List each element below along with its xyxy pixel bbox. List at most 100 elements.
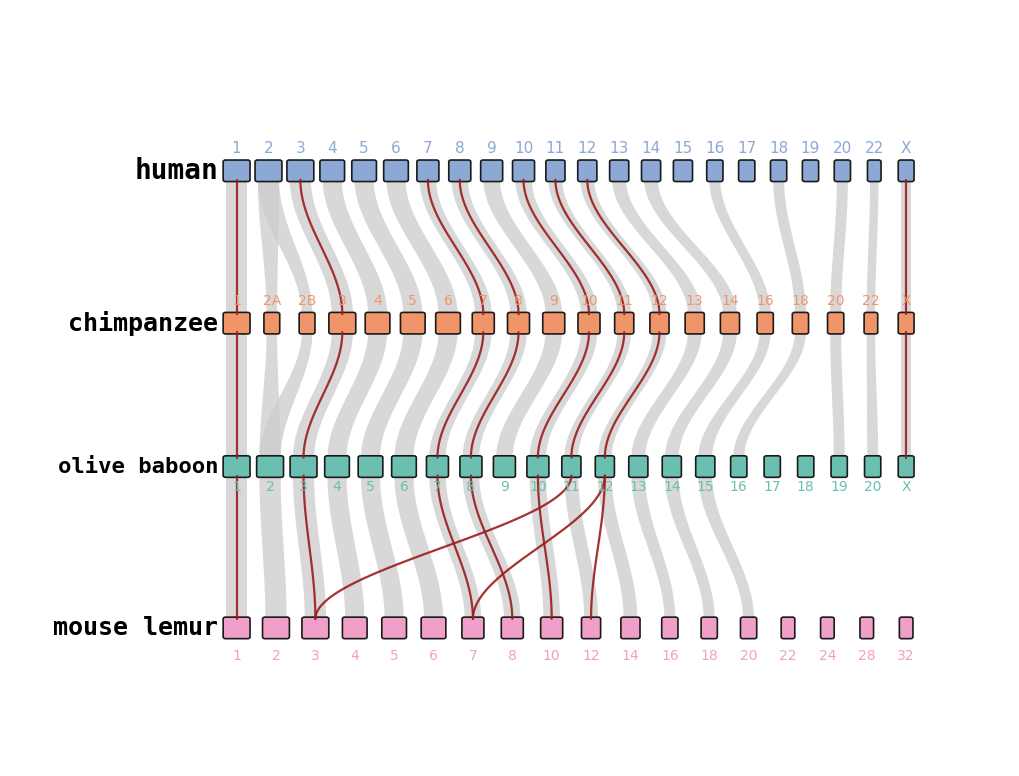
FancyBboxPatch shape bbox=[352, 160, 376, 182]
FancyBboxPatch shape bbox=[400, 313, 425, 334]
Text: 9: 9 bbox=[499, 480, 508, 494]
FancyBboxPatch shape bbox=[763, 456, 780, 477]
Text: 11: 11 bbox=[545, 141, 565, 156]
Text: 12: 12 bbox=[577, 141, 596, 156]
Text: X: X bbox=[901, 480, 910, 494]
Polygon shape bbox=[226, 476, 247, 619]
FancyBboxPatch shape bbox=[673, 160, 692, 182]
FancyBboxPatch shape bbox=[223, 160, 250, 182]
Text: 20: 20 bbox=[832, 141, 851, 156]
Polygon shape bbox=[708, 180, 770, 314]
Text: 14: 14 bbox=[662, 480, 680, 494]
Text: chimpanzee: chimpanzee bbox=[68, 310, 218, 336]
Polygon shape bbox=[386, 180, 458, 314]
FancyBboxPatch shape bbox=[700, 617, 716, 639]
FancyBboxPatch shape bbox=[460, 456, 481, 477]
FancyBboxPatch shape bbox=[289, 456, 317, 477]
Text: 6: 6 bbox=[429, 649, 437, 663]
FancyBboxPatch shape bbox=[866, 160, 880, 182]
FancyBboxPatch shape bbox=[769, 160, 786, 182]
Polygon shape bbox=[463, 332, 526, 458]
Polygon shape bbox=[564, 476, 597, 619]
Polygon shape bbox=[495, 332, 561, 458]
FancyBboxPatch shape bbox=[898, 456, 913, 477]
FancyBboxPatch shape bbox=[661, 617, 678, 639]
Text: 18: 18 bbox=[700, 649, 717, 663]
FancyBboxPatch shape bbox=[609, 160, 628, 182]
Polygon shape bbox=[664, 476, 714, 619]
Polygon shape bbox=[292, 476, 326, 619]
Polygon shape bbox=[900, 180, 911, 314]
Polygon shape bbox=[548, 180, 631, 314]
FancyBboxPatch shape bbox=[864, 456, 880, 477]
FancyBboxPatch shape bbox=[527, 456, 548, 477]
Text: 10: 10 bbox=[542, 649, 559, 663]
Text: 6: 6 bbox=[390, 141, 400, 156]
Text: 17: 17 bbox=[762, 480, 781, 494]
Text: 7: 7 bbox=[468, 649, 477, 663]
FancyBboxPatch shape bbox=[756, 313, 772, 334]
Text: 3: 3 bbox=[299, 480, 308, 494]
Polygon shape bbox=[394, 476, 442, 619]
Polygon shape bbox=[611, 180, 701, 314]
Text: 22: 22 bbox=[779, 649, 796, 663]
Text: 11: 11 bbox=[614, 294, 633, 308]
Polygon shape bbox=[515, 180, 597, 314]
FancyBboxPatch shape bbox=[286, 160, 314, 182]
FancyBboxPatch shape bbox=[472, 313, 494, 334]
FancyBboxPatch shape bbox=[797, 456, 813, 477]
Polygon shape bbox=[226, 180, 247, 314]
FancyBboxPatch shape bbox=[365, 313, 389, 334]
FancyBboxPatch shape bbox=[706, 160, 722, 182]
FancyBboxPatch shape bbox=[512, 160, 534, 182]
FancyBboxPatch shape bbox=[826, 313, 843, 334]
Text: 1: 1 bbox=[232, 480, 240, 494]
Text: 20: 20 bbox=[826, 294, 844, 308]
Polygon shape bbox=[900, 332, 911, 458]
Text: 2: 2 bbox=[263, 141, 273, 156]
FancyBboxPatch shape bbox=[863, 313, 876, 334]
Polygon shape bbox=[226, 332, 247, 458]
Polygon shape bbox=[644, 180, 736, 314]
Text: 18: 18 bbox=[768, 141, 788, 156]
Text: 4: 4 bbox=[332, 480, 341, 494]
Text: 3: 3 bbox=[296, 141, 305, 156]
FancyBboxPatch shape bbox=[898, 160, 913, 182]
FancyBboxPatch shape bbox=[621, 617, 639, 639]
Text: 22: 22 bbox=[861, 294, 878, 308]
Text: 11: 11 bbox=[561, 480, 580, 494]
FancyBboxPatch shape bbox=[493, 456, 515, 477]
Polygon shape bbox=[361, 476, 404, 619]
Polygon shape bbox=[866, 332, 877, 458]
FancyBboxPatch shape bbox=[358, 456, 382, 477]
Text: 2: 2 bbox=[271, 649, 280, 663]
FancyBboxPatch shape bbox=[685, 313, 703, 334]
Text: 32: 32 bbox=[897, 649, 914, 663]
FancyBboxPatch shape bbox=[578, 313, 599, 334]
Text: 3: 3 bbox=[337, 294, 346, 308]
Text: 2A: 2A bbox=[263, 294, 280, 308]
Polygon shape bbox=[866, 180, 877, 314]
FancyBboxPatch shape bbox=[426, 456, 448, 477]
Text: 1: 1 bbox=[232, 294, 240, 308]
FancyBboxPatch shape bbox=[421, 617, 445, 639]
Polygon shape bbox=[259, 476, 286, 619]
FancyBboxPatch shape bbox=[223, 313, 250, 334]
FancyBboxPatch shape bbox=[391, 456, 416, 477]
Polygon shape bbox=[529, 332, 597, 458]
Text: 18: 18 bbox=[796, 480, 814, 494]
Text: 15: 15 bbox=[696, 480, 713, 494]
Text: 3: 3 bbox=[311, 649, 319, 663]
Text: 24: 24 bbox=[818, 649, 836, 663]
Polygon shape bbox=[580, 180, 665, 314]
FancyBboxPatch shape bbox=[830, 456, 847, 477]
FancyBboxPatch shape bbox=[342, 617, 367, 639]
Text: 1: 1 bbox=[231, 141, 242, 156]
Polygon shape bbox=[259, 332, 312, 458]
Text: 4: 4 bbox=[327, 141, 336, 156]
FancyBboxPatch shape bbox=[223, 617, 250, 639]
FancyBboxPatch shape bbox=[257, 456, 283, 477]
Polygon shape bbox=[327, 476, 364, 619]
FancyBboxPatch shape bbox=[507, 313, 529, 334]
FancyBboxPatch shape bbox=[649, 313, 668, 334]
